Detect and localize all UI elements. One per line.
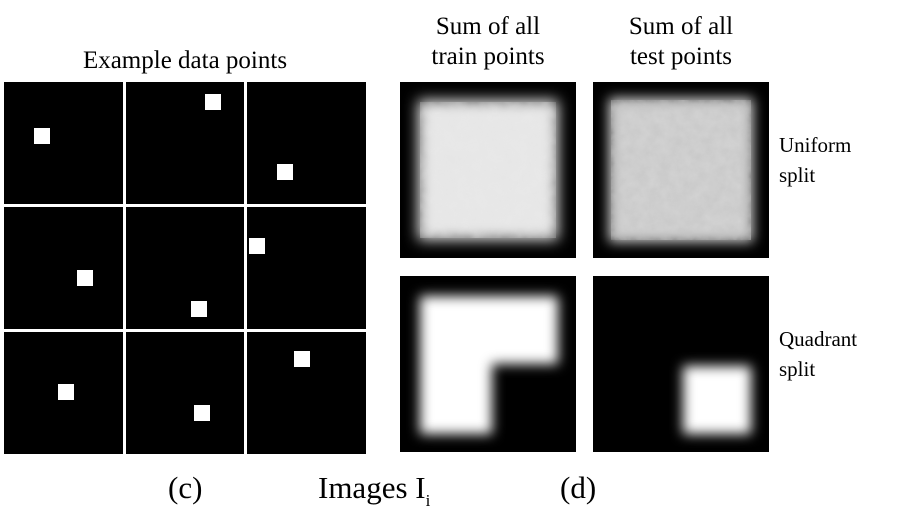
data-point-square	[277, 164, 294, 181]
header-train: Sum of all train points	[400, 12, 576, 72]
images-caption-subscript: i	[425, 491, 431, 510]
quadrant-test-tile	[593, 276, 769, 452]
example-image-9	[247, 332, 366, 454]
example-image-3	[247, 82, 366, 204]
quadrant-train-tile	[400, 276, 576, 452]
row-label-uniform-line2: split	[779, 163, 816, 187]
data-point-square	[248, 238, 265, 255]
panel-d-label: (d)	[560, 470, 597, 505]
data-point-square	[193, 404, 210, 421]
header-train-line1: Sum of all	[435, 13, 541, 40]
example-image-6	[247, 207, 366, 329]
panel-c-label: (c)	[168, 470, 203, 505]
example-image-2	[125, 82, 245, 204]
images-caption-text: Images I	[318, 470, 426, 505]
data-point-square	[57, 383, 74, 400]
header-test-line1: Sum of all	[628, 13, 734, 40]
example-image-5	[125, 207, 245, 329]
header-train-line2: train points	[431, 43, 545, 70]
header-test-line2: test points	[629, 43, 733, 70]
example-image-7	[4, 332, 123, 454]
uniform-test-tile	[593, 82, 769, 258]
example-images-grid	[4, 82, 366, 454]
uniform-train-tile	[400, 82, 576, 258]
data-point-square	[191, 301, 208, 318]
row-label-quadrant: Quadrant split	[779, 324, 857, 384]
data-point-square	[33, 127, 50, 144]
example-image-8	[125, 332, 245, 454]
data-point-square	[76, 269, 93, 286]
example-image-4	[4, 207, 123, 329]
data-point-square	[293, 350, 310, 367]
data-point-square	[205, 93, 222, 110]
row-label-uniform: Uniform split	[779, 130, 851, 190]
row-label-quadrant-line1: Quadrant	[779, 327, 858, 351]
header-test: Sum of all test points	[593, 12, 769, 72]
panel-c-title: Example data points	[82, 47, 288, 74]
row-label-uniform-line1: Uniform	[779, 133, 852, 157]
row-label-quadrant-line2: split	[779, 357, 816, 381]
example-image-1	[4, 82, 123, 204]
images-caption: Images Ii	[318, 472, 430, 509]
